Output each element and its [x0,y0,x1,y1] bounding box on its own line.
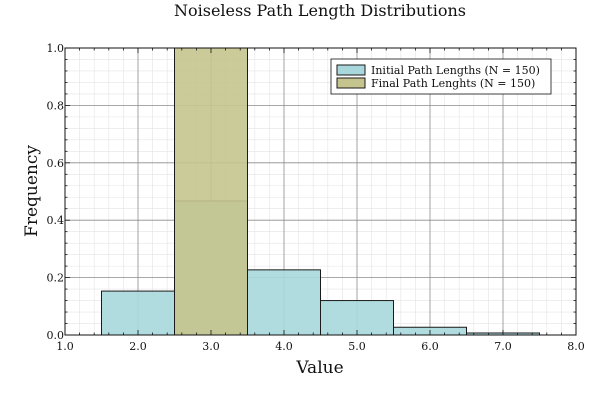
x-tick-label: 1.0 [56,340,74,353]
histogram-bars [101,47,540,336]
x-tick-label: 7.0 [494,340,512,353]
x-tick-label: 2.0 [129,340,147,353]
x-tick-label: 6.0 [421,340,439,353]
y-axis-label: Frequency [22,145,42,237]
y-tick-label: 0.8 [47,99,65,112]
x-tick-label: 3.0 [202,340,220,353]
x-tick-label: 5.0 [348,340,366,353]
y-tick-label: 0.2 [47,272,65,285]
final-path-bar [174,47,248,336]
legend-swatch [336,77,366,89]
axis-ticks [64,47,577,336]
legend: Initial Path Lengths (N = 150)Final Path… [330,58,552,95]
x-axis-label: Value [295,358,343,378]
legend-box [330,58,552,95]
y-tick-label: 0.0 [47,329,65,342]
initial-path-bar [101,290,175,336]
plot-frame [64,47,577,336]
chart-title: Noiseless Path Length Distributions [174,1,466,20]
x-tick-label: 8.0 [567,340,585,353]
legend-entry: Final Path Lenghts (N = 150) [371,77,535,90]
legend-swatch [336,64,366,76]
initial-path-bar [247,269,321,336]
initial-path-bar [320,300,394,336]
x-tick-label: 4.0 [275,340,293,353]
y-tick-labels: 0.0 0.2 0.4 0.6 0.8 1.0 [47,42,65,342]
x-tick-labels: 1.0 2.0 3.0 4.0 5.0 6.0 7.0 8.0 [56,340,585,353]
y-tick-label: 0.6 [47,157,65,170]
y-tick-label: 1.0 [47,42,65,55]
y-tick-label: 0.4 [47,214,65,227]
legend-entry: Initial Path Lengths (N = 150) [371,64,540,77]
